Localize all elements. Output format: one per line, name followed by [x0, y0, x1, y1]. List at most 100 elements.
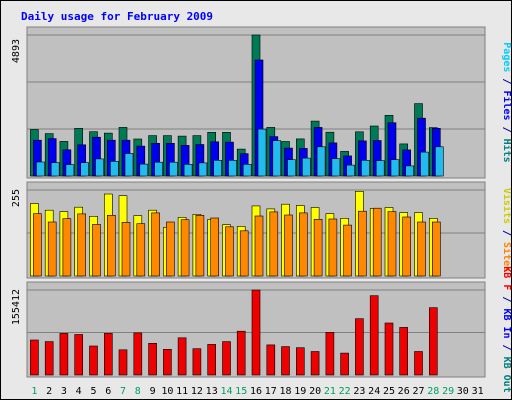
bar-sites-day-2	[47, 221, 57, 277]
bar-kb-f-day-10	[163, 348, 172, 376]
bar-sites-day-13	[210, 217, 219, 277]
bar-sites-day-15	[239, 230, 249, 277]
bar-kb-f-day-11	[177, 337, 187, 376]
bar-sites-day-26	[402, 216, 412, 277]
bar-pages-day-28	[434, 146, 444, 177]
bar-sites-day-21	[328, 218, 338, 277]
bar-pages-day-20	[316, 146, 326, 177]
bar-kb-f-day-2	[44, 341, 54, 376]
x-tick-label: 28	[427, 386, 439, 397]
legend-entry: /	[501, 339, 511, 357]
x-tick-label: 4	[76, 386, 82, 397]
legend-entry: /	[501, 121, 511, 139]
bar-sites-day-16	[254, 215, 264, 277]
x-tick-label: 17	[265, 386, 277, 397]
x-tick-label: 25	[383, 386, 395, 397]
y-max-label: 255	[11, 189, 22, 207]
legend-entry: Pages	[501, 42, 511, 72]
bar-sites-day-18	[284, 214, 293, 277]
legend-entry: /	[501, 290, 511, 308]
x-tick-label: 12	[191, 386, 203, 397]
bar-pages-day-18	[287, 159, 296, 177]
legend-entry: /	[501, 72, 511, 90]
legend: Pages / Files / Hits	[501, 42, 511, 162]
x-tick-label: 10	[161, 386, 173, 397]
x-tick-label: 29	[442, 386, 454, 397]
bar-kb-f-day-21	[325, 331, 335, 376]
bar-pages-day-16	[257, 128, 267, 177]
x-tick-label: 2	[46, 386, 52, 397]
x-tick-label: 7	[120, 386, 126, 397]
bar-sites-day-22	[343, 224, 352, 277]
bar-sites-day-5	[92, 224, 101, 277]
panel-kbytes: 155412 KB F / KB In / KB Out	[11, 266, 511, 392]
x-tick-label: 1	[31, 386, 37, 397]
bar-sites-day-23	[358, 210, 367, 277]
bar-pages-day-17	[272, 140, 282, 177]
panel-visits-sites: 255 Visits / Sites	[11, 181, 511, 279]
x-tick-label: 8	[135, 386, 141, 397]
panel-pages-files-hits: 4893 Pages / Files / Hits	[11, 26, 511, 179]
bar-kb-f-day-8	[133, 332, 143, 376]
legend-entry: Visits	[501, 188, 511, 224]
bar-pages-day-3	[65, 164, 75, 177]
bar-kb-f-day-18	[281, 346, 290, 376]
bar-pages-day-2	[50, 162, 60, 177]
bar-sites-day-8	[136, 223, 146, 277]
bar-kb-f-day-19	[295, 347, 305, 376]
bar-sites-day-12	[195, 215, 205, 277]
legend-entry: KB F	[501, 266, 511, 290]
bar-pages-day-19	[301, 157, 311, 177]
x-tick-label: 21	[324, 386, 336, 397]
x-tick-label: 27	[412, 386, 424, 397]
bar-kb-f-day-23	[355, 318, 364, 376]
bar-pages-day-10	[169, 161, 178, 177]
bar-kb-f-day-5	[89, 345, 98, 376]
bar-sites-day-24	[372, 207, 382, 277]
bar-sites-day-1	[33, 213, 42, 277]
legend: KB F / KB In / KB Out	[501, 266, 511, 392]
bar-pages-day-4	[80, 162, 89, 177]
bar-pages-day-12	[198, 162, 208, 177]
chart-title: Daily usage for February 2009	[21, 10, 213, 23]
bar-kb-f-day-3	[59, 333, 69, 376]
bar-kb-f-day-13	[207, 344, 216, 376]
bar-sites-day-14	[225, 226, 234, 277]
bar-pages-day-14	[228, 160, 237, 177]
bar-sites-day-20	[313, 219, 323, 277]
bar-sites-day-19	[298, 212, 308, 277]
x-tick-label: 3	[61, 386, 67, 397]
bar-pages-day-15	[242, 164, 252, 177]
legend-entry: /	[501, 224, 511, 242]
legend-entry: Files	[501, 90, 511, 120]
legend: Visits / Sites	[501, 188, 511, 272]
x-tick-label: 13	[206, 386, 218, 397]
bar-kb-f-day-9	[148, 342, 157, 376]
x-tick-label: 11	[176, 386, 188, 397]
bar-pages-day-7	[124, 153, 134, 177]
bar-kb-f-day-26	[399, 327, 409, 376]
bar-pages-day-6	[110, 161, 119, 177]
bar-sites-day-4	[77, 213, 86, 277]
bar-kb-f-day-24	[369, 295, 379, 376]
bar-sites-day-10	[166, 221, 175, 277]
bar-kb-f-day-27	[414, 351, 423, 376]
bar-sites-day-17	[269, 211, 279, 277]
x-tick-label: 26	[398, 386, 410, 397]
x-tick-label: 19	[294, 386, 306, 397]
bar-pages-day-8	[139, 163, 149, 177]
legend-entry: Sites	[501, 242, 511, 272]
bar-pages-day-5	[95, 158, 104, 177]
legend-entry: KB In	[501, 308, 511, 338]
legend-entry: Hits	[501, 139, 511, 163]
bar-pages-day-27	[420, 151, 429, 177]
x-tick-label: 31	[472, 386, 484, 397]
bar-sites-day-7	[121, 222, 131, 277]
bar-kb-f-day-6	[104, 333, 113, 376]
bar-kb-f-day-14	[222, 341, 231, 376]
bar-sites-day-27	[417, 221, 426, 277]
bar-kb-f-day-12	[192, 348, 202, 376]
bar-sites-day-25	[387, 211, 397, 277]
legend-entry: KB Out	[501, 357, 511, 393]
